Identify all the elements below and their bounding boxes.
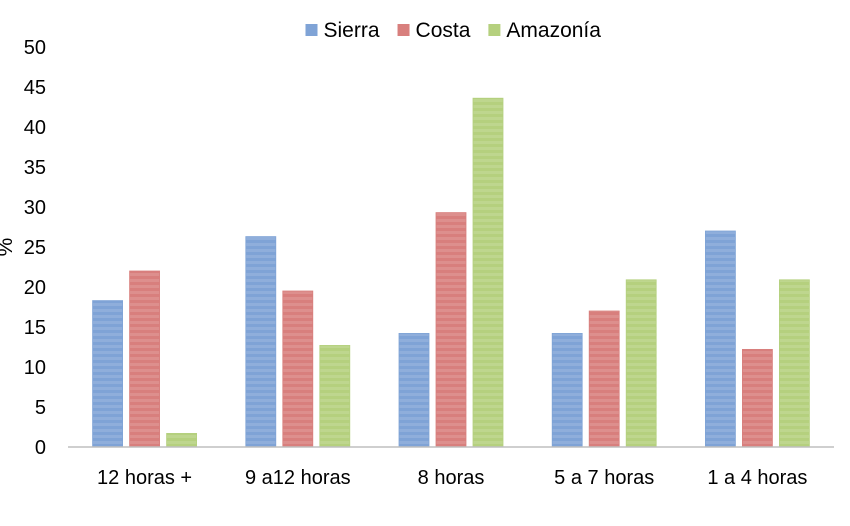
bar-amazonia-8-horas (472, 97, 504, 448)
bar-sierra-5-a-7-horas (551, 332, 583, 448)
x-tick-label-8-horas: 8 horas (418, 467, 485, 489)
x-tick-label-12-horas: 12 horas + (97, 467, 192, 489)
bar-costa-8-horas (435, 212, 467, 448)
bars (92, 97, 810, 448)
y-tick-label-5: 5 (35, 397, 46, 419)
bar-costa-12-horas (129, 270, 161, 448)
legend-label-costa: Costa (416, 19, 471, 42)
bar-sierra-12-horas (92, 300, 123, 448)
y-tick-label-10: 10 (24, 357, 46, 379)
legend-swatch-costa (397, 24, 410, 36)
y-axis-title: % (0, 238, 17, 257)
bar-amazonia-5-a-7-horas (625, 279, 657, 448)
bar-amazonia-9-a12-horas (319, 344, 351, 448)
y-tick-label-15: 15 (24, 317, 46, 339)
bar-sierra-1-a-4-horas (705, 230, 736, 448)
bar-sierra-9-a12-horas (245, 236, 277, 448)
x-axis-ticks: 12 horas + 9 a12 horas 8 horas 5 a 7 horas 1… (97, 467, 807, 489)
legend-label-sierra: Sierra (324, 19, 380, 42)
legend-label-amazonia: Amazonía (506, 19, 601, 42)
bar-costa-1-a-4-horas (742, 348, 773, 448)
x-tick-label-9-a12-horas: 9 a12 horas (245, 467, 351, 489)
y-tick-label-50: 50 (24, 37, 46, 59)
y-axis-ticks: 0 5 10 15 20 25 30 35 40 45 50 (24, 37, 46, 459)
bar-costa-9-a12-horas (282, 290, 314, 448)
bar-amazonia-1-a-4-horas (779, 279, 810, 448)
y-tick-label-35: 35 (24, 157, 46, 179)
bar-sierra-8-horas (398, 332, 430, 448)
bar-amazonia-12-horas (166, 432, 198, 448)
y-tick-label-30: 30 (24, 197, 46, 219)
y-tick-label-40: 40 (24, 117, 46, 139)
legend: Sierra Costa Amazonía (305, 19, 601, 42)
legend-swatch-amazonia (488, 24, 501, 36)
x-tick-label-1-a-4-horas: 1 a 4 horas (707, 467, 807, 489)
y-tick-label-0: 0 (35, 437, 46, 459)
x-tick-label-5-a-7-horas: 5 a 7 horas (554, 467, 654, 489)
legend-swatch-sierra (305, 24, 318, 36)
y-tick-label-20: 20 (24, 277, 46, 299)
y-tick-label-25: 25 (24, 237, 46, 259)
y-tick-label-45: 45 (24, 77, 46, 99)
bar-costa-5-a-7-horas (588, 310, 620, 448)
